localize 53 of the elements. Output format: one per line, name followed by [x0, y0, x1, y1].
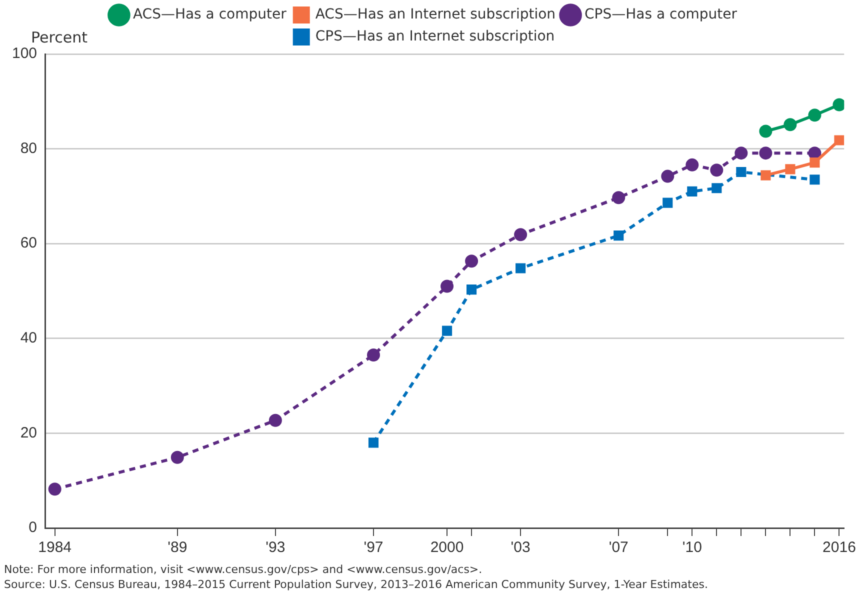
point: [466, 284, 477, 295]
point: [614, 230, 624, 241]
x-tick-label: 2016: [822, 539, 856, 556]
point: [465, 254, 478, 268]
x-tick-label: '97: [364, 539, 384, 556]
point: [48, 482, 62, 496]
legend-label: CPS—Has a computer: [584, 6, 738, 23]
x-tick-label: 1984: [38, 539, 72, 556]
point: [736, 166, 746, 178]
point: [687, 186, 698, 196]
point: [440, 280, 454, 293]
point: [612, 191, 626, 204]
point: [810, 158, 820, 168]
point: [268, 414, 282, 427]
point: [366, 348, 380, 362]
point: [734, 146, 748, 160]
source-note: Source: U.S. Census Bureau, 1984–2015 Current Population Survey, 2013–2016 American Community Survey, 1-Year Estimates.: [4, 577, 708, 592]
point: [759, 124, 772, 138]
y-tick-label: 0: [28, 519, 38, 536]
point: [785, 164, 796, 174]
x-tick-label: '93: [266, 539, 286, 556]
point: [784, 118, 797, 132]
x-tick-label: '10: [682, 539, 702, 556]
point: [661, 170, 674, 183]
point: [712, 183, 722, 194]
y-tick-label: 100: [12, 45, 38, 62]
x-tick-label: '89: [168, 539, 188, 556]
point: [710, 164, 724, 177]
x-tick-label: '03: [510, 539, 530, 556]
point: [516, 263, 526, 274]
point: [368, 438, 379, 448]
point: [514, 228, 528, 242]
y-tick-label: 80: [20, 140, 38, 157]
x-tick-label: '07: [608, 539, 628, 556]
legend-label: ACS—Has an Internet subscription: [315, 6, 556, 23]
point: [832, 98, 844, 112]
point: [686, 158, 699, 172]
y-tick-label: 60: [20, 234, 38, 252]
legend-label: ACS—Has a computer: [132, 6, 287, 23]
point: [170, 450, 184, 464]
text: Note: For more information, visit <www.census.gov/cps> and <www.census.gov/acs>.: [4, 562, 484, 577]
point: [810, 174, 820, 185]
y-tick-label: 40: [20, 330, 38, 347]
x-tick-label: 2000: [430, 539, 464, 556]
point: [442, 326, 452, 336]
y-tick-label: 20: [20, 424, 38, 442]
point: [662, 198, 673, 208]
legend-label: CPS—Has an Internet subscription: [315, 28, 555, 45]
point: [834, 135, 844, 146]
point: [759, 146, 772, 160]
y-axis-title: Percent: [31, 28, 88, 46]
point: [760, 170, 771, 180]
point: [808, 108, 822, 122]
